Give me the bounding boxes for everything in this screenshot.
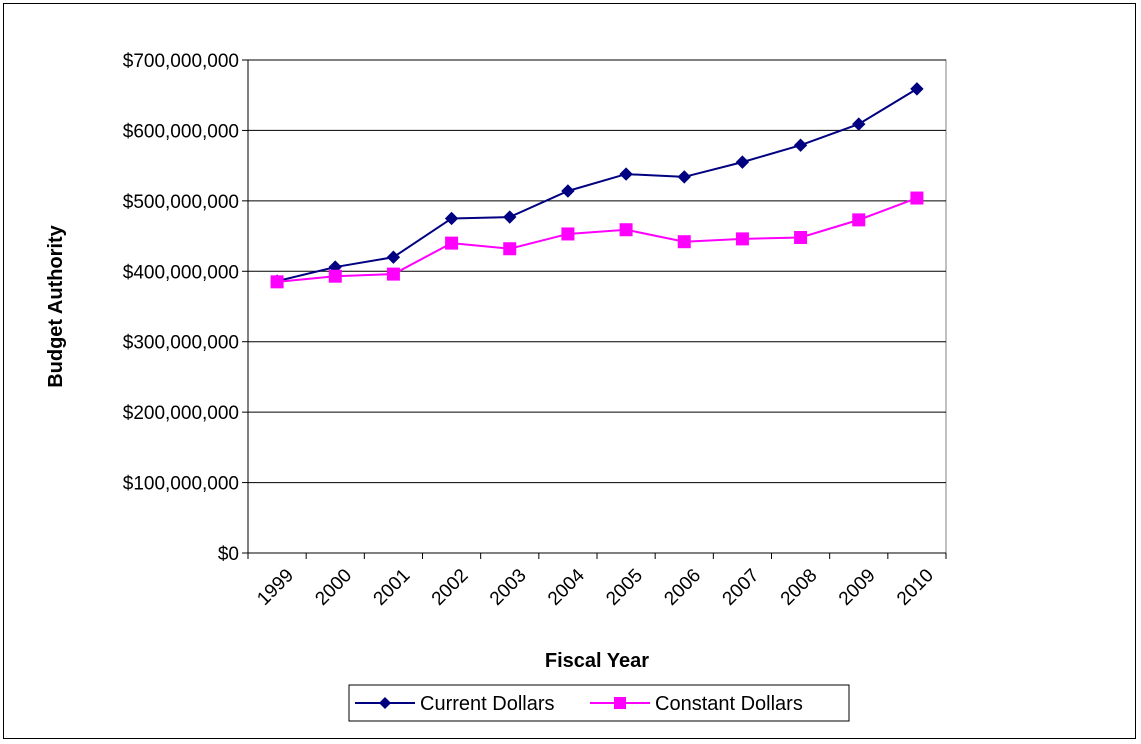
data-point [561,184,575,198]
y-tick-label: $500,000,000 [123,192,239,213]
x-tick-label: 2004 [544,565,589,610]
series-line [276,197,918,283]
series-group [270,82,924,289]
x-axis-ticks: 1999 2000 2001 2002 2003 2004 2005 2006 2007 2008… [247,553,947,610]
series-2 [270,191,924,289]
data-point [852,117,866,131]
y-tick-label: $700,000,000 [123,51,239,72]
data-point [270,275,284,289]
x-tick-label: 2005 [602,565,647,610]
data-point [503,242,517,256]
x-tick-label: 2000 [311,565,356,610]
data-point [677,170,691,184]
data-point [445,236,459,250]
y-axis-ticks: $0 $100,000,000 $200,000,000 $300,000,000 $4… [123,51,248,565]
grid-lines [248,59,946,484]
data-point [677,235,691,249]
x-tick-label: 2002 [428,565,473,610]
data-point [561,227,575,241]
legend-marker [379,697,391,709]
legend-item: Current Dollars [355,693,554,715]
legend-item: Constant Dollars [590,693,803,715]
data-point [910,191,924,205]
data-point [793,138,808,152]
data-point [735,155,750,169]
y-tick-label: $300,000,000 [123,333,239,354]
legend: Current Dollars Constant Dollars [348,684,850,722]
x-tick-label: 2009 [835,565,880,610]
y-tick-label: $400,000,000 [123,262,239,283]
y-tick-label: $200,000,000 [123,403,239,424]
data-point [852,213,866,227]
data-point [794,230,808,244]
x-tick-label: 2001 [370,565,415,610]
y-tick-label: $0 [218,544,239,565]
series-line [276,88,918,283]
legend-label: Current Dollars [420,693,554,715]
data-point [910,82,924,96]
x-tick-label: 2003 [486,565,531,610]
plot-area [247,59,947,554]
data-point [619,167,633,181]
legend-marker [614,697,626,709]
x-tick-label: 2006 [660,565,705,610]
y-tick-label: $600,000,000 [123,121,239,142]
x-tick-label: 2010 [893,565,938,610]
data-point [735,232,749,246]
data-point [444,211,459,226]
data-point [503,210,517,224]
y-tick-label: $100,000,000 [123,474,239,495]
data-point [386,267,400,281]
x-tick-label: 2008 [777,565,822,610]
data-point [619,223,633,237]
x-tick-label: 2007 [719,565,764,610]
legend-label: Constant Dollars [655,693,803,715]
data-point [386,250,401,264]
x-tick-label: 1999 [253,565,298,610]
x-axis-title: Fiscal Year [545,650,649,672]
y-axis-title: Budget Authority [45,224,67,387]
data-point [328,269,342,283]
